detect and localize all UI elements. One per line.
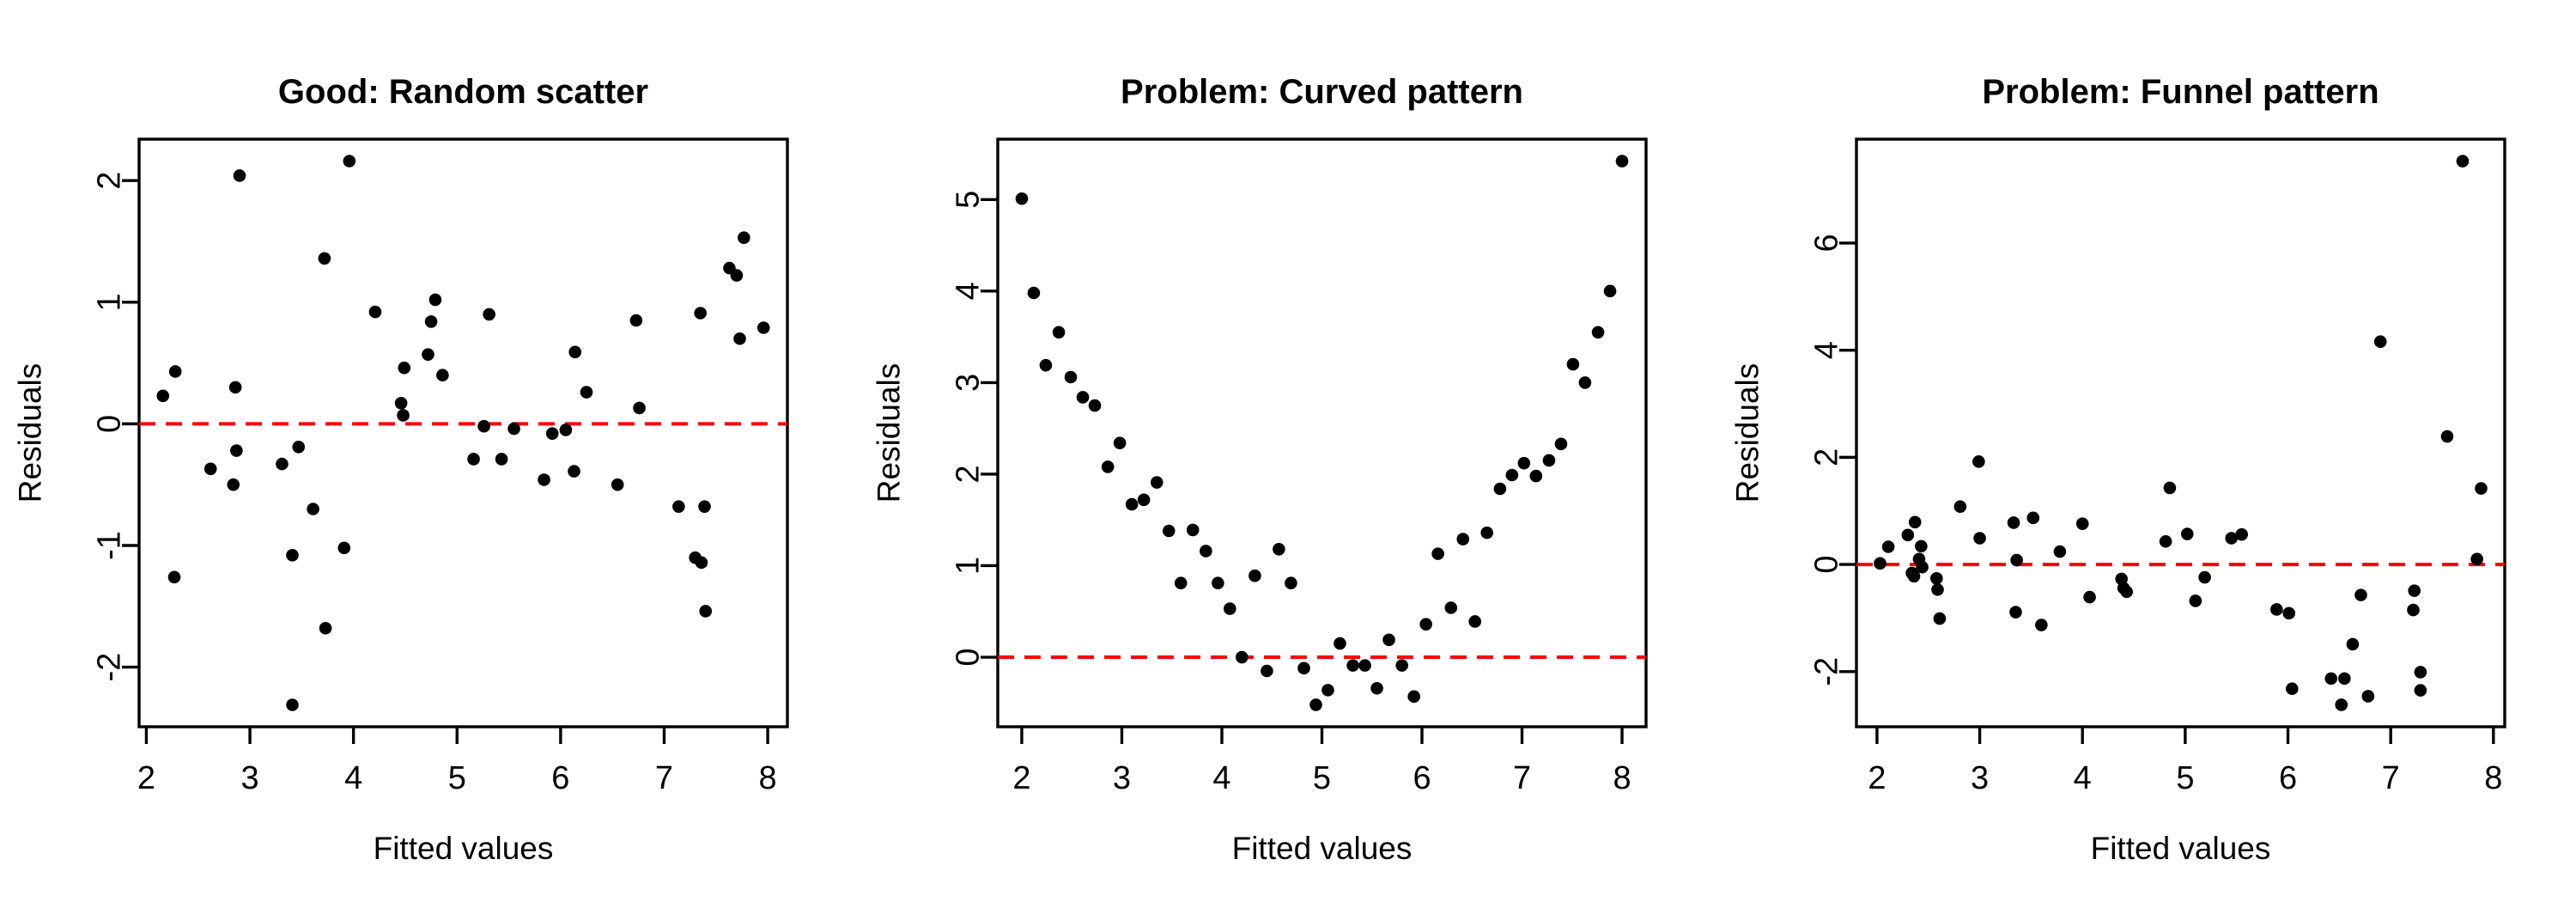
svg-text:2: 2 xyxy=(951,465,987,483)
svg-text:6: 6 xyxy=(551,760,569,796)
svg-text:0: 0 xyxy=(92,415,128,433)
panel-curved-pattern: Problem: Curved pattern 2 3 4 5 6 7 8 0 1 2 3 4 5 F… xyxy=(859,0,1717,902)
svg-text:2: 2 xyxy=(92,172,128,190)
svg-text:-1: -1 xyxy=(92,531,128,560)
svg-text:3: 3 xyxy=(1971,760,1989,796)
panel-good-random-scatter: Good: Random scatter 2 3 4 5 6 7 8 -2 -1 0 1 2 Fit… xyxy=(0,0,859,902)
svg-text:2: 2 xyxy=(1868,760,1886,796)
residual-plot-curved-pattern: Problem: Curved pattern 2 3 4 5 6 7 8 0 1 2 3 4 5 F… xyxy=(872,73,1648,866)
plot-box xyxy=(1855,137,2506,728)
svg-text:5: 5 xyxy=(2176,760,2194,796)
svg-text:7: 7 xyxy=(2382,760,2400,796)
svg-text:8: 8 xyxy=(1613,760,1631,796)
plot-title: Problem: Funnel pattern xyxy=(1982,73,2379,111)
svg-text:3: 3 xyxy=(1113,760,1131,796)
x-axis-ticks: 2 3 4 5 6 7 8 xyxy=(137,727,777,796)
svg-text:0: 0 xyxy=(951,648,987,666)
svg-text:1: 1 xyxy=(92,293,128,311)
plot-title: Good: Random scatter xyxy=(278,73,648,111)
svg-text:1: 1 xyxy=(951,557,987,575)
svg-text:0: 0 xyxy=(1809,556,1845,574)
plot-box xyxy=(996,137,1648,728)
residual-plot-funnel-pattern: Problem: Funnel pattern 2 3 4 5 6 7 8 -2 0 2 4 6 F… xyxy=(1730,73,2506,866)
svg-text:4: 4 xyxy=(344,760,362,796)
y-axis-ticks: -2 0 2 4 6 xyxy=(1809,234,1856,686)
plot-title: Problem: Curved pattern xyxy=(1121,73,1523,111)
svg-text:2: 2 xyxy=(137,760,155,796)
svg-text:5: 5 xyxy=(448,760,466,796)
svg-text:7: 7 xyxy=(655,760,673,796)
x-axis-ticks: 2 3 4 5 6 7 8 xyxy=(1868,727,2502,796)
svg-text:6: 6 xyxy=(1413,760,1431,796)
svg-text:5: 5 xyxy=(951,191,987,209)
residual-plot-good-random-scatter: Good: Random scatter 2 3 4 5 6 7 8 -2 -1 0 1 2 Fit… xyxy=(13,73,789,866)
svg-text:-2: -2 xyxy=(1809,657,1845,686)
y-axis-label: Residuals xyxy=(1730,363,1765,503)
x-axis-label: Fitted values xyxy=(374,831,554,866)
svg-text:3: 3 xyxy=(240,760,258,796)
plot-box xyxy=(137,137,789,728)
svg-text:4: 4 xyxy=(2074,760,2092,796)
y-axis-ticks: 0 1 2 3 4 5 xyxy=(951,191,998,667)
panel-funnel-pattern: Problem: Funnel pattern 2 3 4 5 6 7 8 -2 0 2 4 6 F… xyxy=(1717,0,2576,902)
x-axis-ticks: 2 3 4 5 6 7 8 xyxy=(1012,727,1631,796)
svg-text:8: 8 xyxy=(759,760,777,796)
x-axis-label: Fitted values xyxy=(2091,831,2271,866)
svg-text:-2: -2 xyxy=(92,653,128,682)
svg-text:4: 4 xyxy=(1809,341,1845,359)
svg-text:2: 2 xyxy=(1809,448,1845,466)
svg-text:7: 7 xyxy=(1513,760,1531,796)
svg-text:2: 2 xyxy=(1012,760,1030,796)
data-points xyxy=(1015,155,1629,711)
svg-text:5: 5 xyxy=(1313,760,1331,796)
data-points xyxy=(1874,155,2488,711)
y-axis-label: Residuals xyxy=(872,363,907,503)
svg-text:8: 8 xyxy=(2484,760,2502,796)
x-axis-label: Fitted values xyxy=(1232,831,1413,866)
svg-text:3: 3 xyxy=(951,374,987,392)
svg-text:6: 6 xyxy=(2279,760,2297,796)
data-points xyxy=(156,155,770,711)
svg-text:4: 4 xyxy=(951,282,987,300)
svg-text:6: 6 xyxy=(1809,234,1845,252)
y-axis-label: Residuals xyxy=(13,363,48,503)
svg-text:4: 4 xyxy=(1212,760,1230,796)
y-axis-ticks: -2 -1 0 1 2 xyxy=(92,172,139,682)
